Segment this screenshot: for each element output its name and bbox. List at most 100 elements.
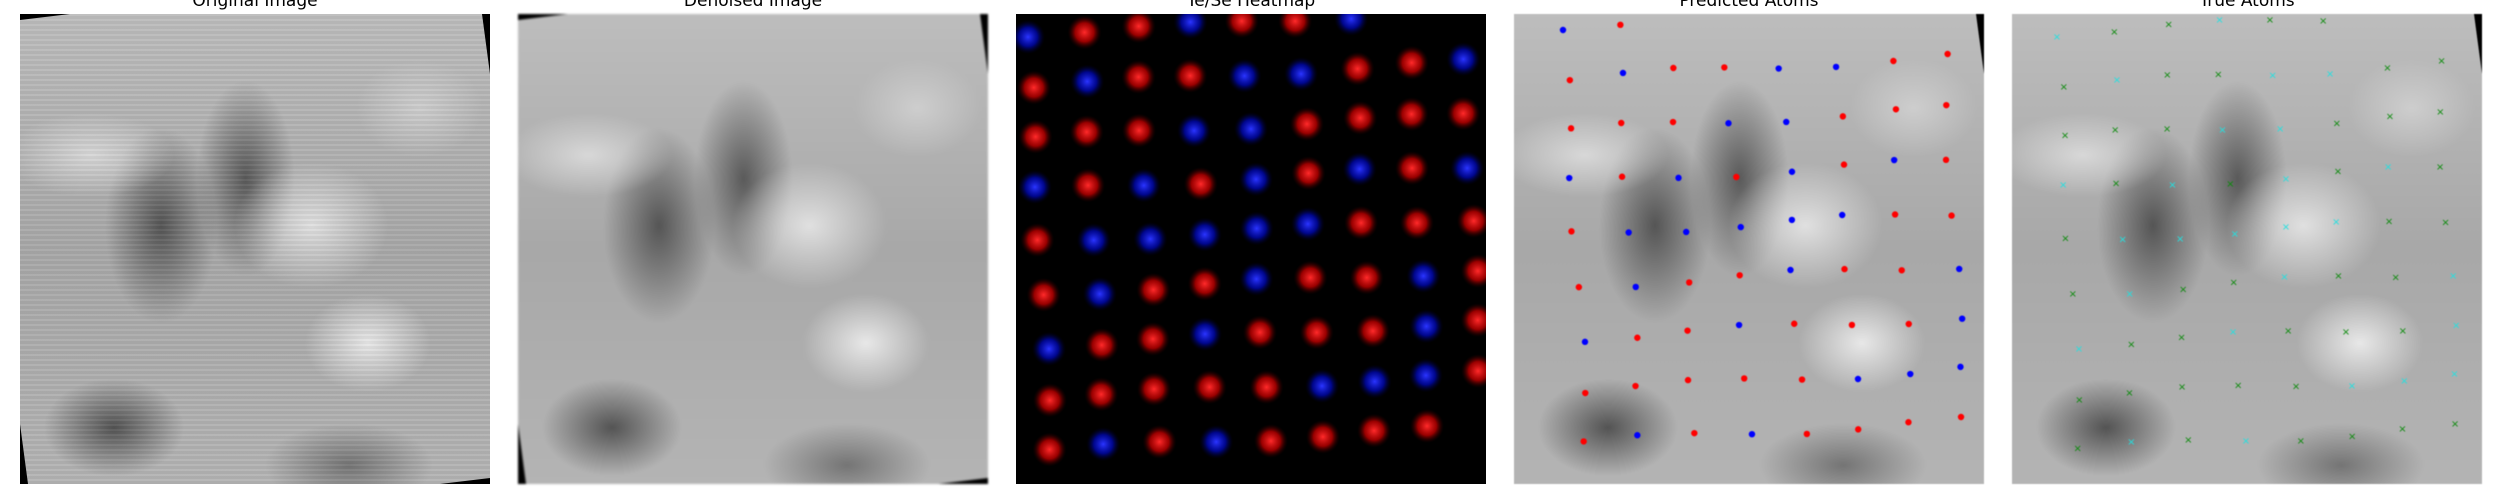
true-se-atom: × [2053, 32, 2061, 43]
panel-title: Original Image [192, 0, 318, 11]
se-heat-blob [1188, 317, 1223, 352]
predicted-te-atom [1632, 382, 1639, 390]
panel-original-image: Original Image [20, 0, 490, 485]
true-te-atom: × [2441, 218, 2449, 229]
true-te-atom: × [2111, 125, 2119, 136]
predicted-te-atom [1721, 64, 1728, 71]
predicted-te-atom [1890, 57, 1897, 65]
panel-title: Te/Se Heatmap [1186, 0, 1316, 11]
true-se-atom: × [2242, 436, 2250, 447]
predicted-te-atom [1891, 211, 1899, 218]
predicted-se-atom [1783, 118, 1790, 126]
true-se-atom: × [2126, 289, 2134, 300]
predicted-te-atom [1634, 334, 1641, 341]
se-heat-blob [1031, 331, 1066, 366]
te-heat-blob [1456, 203, 1486, 238]
predicted-se-atom [1619, 69, 1627, 77]
true-se-atom: × [2113, 75, 2121, 86]
se-heat-blob [1239, 262, 1274, 297]
predicted-se-atom [1956, 265, 1963, 273]
te-heat-blob [1357, 413, 1392, 448]
te-heat-blob [1395, 151, 1430, 186]
true-te-atom: × [2348, 431, 2356, 442]
true-se-atom: × [2400, 376, 2408, 387]
predicted-se-atom [1675, 174, 1682, 182]
te-heat-blob [1071, 168, 1106, 203]
predicted-se-atom [1832, 63, 1840, 71]
se-heat-blob [1342, 152, 1377, 187]
true-se-atom: × [2268, 71, 2276, 82]
predicted-te-atom [1905, 419, 1912, 426]
predicted-te-atom [1848, 321, 1856, 329]
true-te-atom: × [2060, 82, 2068, 93]
true-se-atom: × [2452, 321, 2460, 332]
te-heat-blob [1253, 423, 1288, 458]
true-te-atom: × [2164, 20, 2172, 31]
predicted-te-atom [1685, 279, 1693, 286]
se-heat-blob [1126, 168, 1161, 203]
predicted-te-atom [1617, 21, 1624, 29]
te-heat-blob [1343, 100, 1378, 135]
te-heat-blob [1410, 409, 1445, 444]
predicted-se-atom [1559, 26, 1567, 34]
te-heat-blob [1299, 315, 1334, 350]
true-se-atom: × [2332, 217, 2340, 228]
predicted-se-atom [1748, 430, 1756, 438]
panel-denoised-image: Denoised Image [518, 0, 988, 485]
se-heat-blob [1076, 223, 1111, 258]
predicted-te-atom [1942, 156, 1950, 164]
true-te-atom: × [2451, 419, 2459, 430]
true-te-atom: × [2398, 424, 2406, 435]
predicted-te-atom [1855, 426, 1862, 433]
se-heat-blob [1017, 170, 1052, 205]
predicted-te-atom [1575, 283, 1583, 291]
te-heat-blob [1084, 377, 1119, 412]
te-heat-blob [1142, 424, 1177, 459]
predicted-te-atom [1582, 389, 1589, 397]
true-se-atom: × [2282, 222, 2290, 233]
rotation-corners [518, 14, 988, 484]
predicted-te-atom [1905, 320, 1912, 328]
true-te-atom: × [2436, 162, 2444, 173]
predicted-se-atom [1737, 223, 1744, 231]
se-heat-blob [1227, 58, 1262, 93]
predicted-te-atom [1580, 438, 1587, 445]
se-heat-blob [1334, 14, 1369, 36]
true-se-atom: × [2348, 381, 2356, 392]
predicted-te-atom [1618, 119, 1625, 127]
predicted-se-atom [1787, 266, 1794, 274]
te-heat-blob [1121, 60, 1156, 95]
se-heat-blob [1357, 364, 1392, 399]
predicted-te-atom [1684, 327, 1691, 334]
te-heat-blob [1032, 432, 1067, 467]
te-heat-blob [1136, 272, 1171, 307]
true-te-atom: × [2334, 167, 2342, 178]
predicted-se-atom [1839, 211, 1846, 219]
true-te-atom: × [2061, 233, 2069, 244]
se-heat-blob [1177, 113, 1212, 148]
predicted-se-atom [1854, 375, 1862, 383]
se-heat-blob [1408, 358, 1443, 393]
te-heat-blob [1016, 70, 1051, 105]
se-heat-blob [1086, 427, 1121, 462]
true-te-atom: × [2383, 63, 2391, 74]
se-heat-blob [1290, 207, 1325, 242]
true-se-atom: × [2229, 327, 2237, 338]
denoised-image [518, 14, 988, 484]
predicted-te-atom [1892, 106, 1900, 113]
predicted-se-atom [1907, 370, 1914, 378]
se-heat-blob [1070, 64, 1105, 99]
predicted-te-atom [1670, 64, 1677, 72]
predicted-se-atom [1788, 168, 1796, 175]
te-heat-blob [1137, 372, 1172, 407]
te-heat-blob [1192, 370, 1227, 405]
true-se-atom: × [2282, 174, 2290, 185]
predicted-se-atom [1682, 228, 1690, 236]
predicted-te-atom [1944, 50, 1951, 58]
predicted-image [1514, 14, 1984, 484]
te-heat-blob [1173, 58, 1208, 93]
true-te-atom: × [2284, 326, 2292, 337]
te-heat-blob [1394, 97, 1429, 132]
true-se-atom: × [2127, 437, 2135, 448]
true-te-atom: × [2266, 15, 2274, 26]
